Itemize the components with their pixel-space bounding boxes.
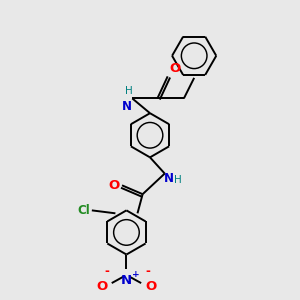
Text: O: O (96, 280, 107, 292)
Text: O: O (108, 179, 120, 192)
Text: N: N (122, 100, 132, 113)
Text: O: O (169, 62, 180, 75)
Text: N: N (164, 172, 174, 185)
Text: -: - (146, 265, 150, 278)
Text: +: + (132, 270, 140, 279)
Text: H: H (124, 86, 132, 96)
Text: -: - (105, 265, 110, 278)
Text: Cl: Cl (78, 204, 90, 217)
Text: O: O (146, 280, 157, 292)
Text: N: N (121, 274, 132, 287)
Text: H: H (174, 175, 181, 185)
